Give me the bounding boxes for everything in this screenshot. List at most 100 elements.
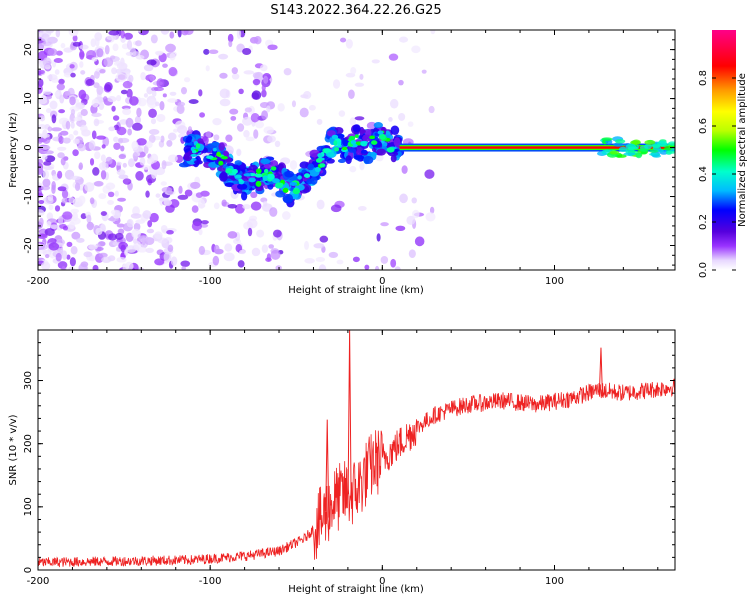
- carrier-spread: [644, 143, 652, 150]
- noise-blob: [117, 137, 124, 144]
- signal-core: [218, 160, 224, 166]
- signal-core: [275, 182, 284, 189]
- noise-blob: [102, 96, 108, 103]
- noise-blob: [231, 73, 240, 80]
- noise-blob: [146, 59, 157, 66]
- noise-blob: [304, 240, 310, 250]
- noise-blob: [263, 200, 268, 207]
- noise-blob: [272, 229, 282, 238]
- noise-blob: [98, 252, 108, 258]
- noise-blob: [261, 110, 269, 120]
- noise-blob: [411, 45, 421, 54]
- noise-blob: [228, 40, 233, 48]
- noise-blob: [47, 74, 58, 81]
- signal-blob: [263, 164, 272, 169]
- noise-blob: [103, 57, 114, 67]
- noise-blob: [60, 157, 66, 166]
- noise-blob: [399, 36, 409, 43]
- noise-blob: [251, 247, 261, 257]
- noise-blob: [191, 205, 199, 213]
- noise-blob: [118, 153, 127, 160]
- spectrogram-xlabel: Height of straight line (km): [288, 285, 424, 296]
- carrier-spread: [601, 137, 613, 142]
- noise-blob: [51, 127, 62, 132]
- noise-blob: [80, 70, 86, 75]
- noise-blob: [61, 189, 69, 199]
- noise-blob: [236, 148, 242, 157]
- carrier-spread: [664, 146, 672, 151]
- signal-blob: [241, 191, 248, 201]
- noise-blob: [313, 243, 325, 249]
- noise-blob: [65, 120, 71, 130]
- signal-core: [195, 143, 201, 149]
- noise-blob: [149, 75, 155, 82]
- noise-blob: [160, 135, 165, 143]
- noise-blob: [160, 30, 170, 35]
- noise-blob: [78, 263, 88, 270]
- noise-blob: [178, 185, 183, 194]
- noise-blob: [39, 133, 50, 138]
- noise-blob: [50, 224, 59, 230]
- noise-blob: [58, 109, 66, 114]
- carrier-core: [399, 146, 675, 149]
- noise-blob: [198, 228, 203, 236]
- noise-blob: [167, 132, 177, 141]
- noise-blob: [39, 145, 51, 150]
- noise-blob: [231, 67, 238, 75]
- noise-blob: [263, 75, 269, 84]
- signal-core: [234, 174, 242, 179]
- noise-blob: [66, 241, 73, 247]
- noise-blob: [116, 126, 127, 136]
- noise-blob: [91, 112, 102, 118]
- noise-blob: [268, 244, 275, 249]
- noise-blob: [47, 48, 58, 56]
- noise-blob: [371, 59, 380, 64]
- noise-blob: [91, 130, 97, 140]
- noise-blob: [72, 41, 81, 47]
- noise-blob: [147, 220, 153, 228]
- noise-blob: [99, 68, 106, 74]
- noise-blob: [303, 91, 312, 99]
- noise-blob: [156, 114, 166, 123]
- noise-blob: [242, 48, 252, 55]
- noise-blob: [83, 251, 93, 258]
- noise-blob: [239, 249, 246, 255]
- noise-blob: [114, 190, 119, 197]
- signal-core: [327, 151, 335, 157]
- x-tick-label-1: -100: [199, 576, 222, 587]
- noise-blob: [375, 154, 384, 162]
- noise-blob: [93, 118, 100, 127]
- signal-blob: [310, 176, 318, 185]
- carrier-spread: [613, 142, 624, 147]
- noise-blob: [159, 100, 165, 111]
- noise-blob: [161, 160, 167, 170]
- noise-blob: [58, 135, 64, 145]
- noise-blob: [128, 74, 134, 83]
- noise-blob: [125, 51, 134, 56]
- noise-blob: [107, 96, 117, 103]
- noise-blob: [63, 72, 73, 78]
- noise-blob: [205, 65, 210, 72]
- noise-blob: [208, 49, 219, 54]
- signal-blob: [220, 171, 228, 181]
- noise-blob: [154, 258, 165, 266]
- noise-blob: [184, 77, 191, 83]
- signal-core: [262, 175, 269, 182]
- noise-blob: [158, 197, 169, 202]
- noise-blob: [44, 228, 55, 236]
- colorbar-tick-label-2: 0.4: [698, 166, 709, 182]
- signal-blob: [326, 130, 336, 137]
- noise-blob: [66, 254, 71, 260]
- noise-blob: [212, 255, 220, 266]
- noise-blob: [134, 115, 141, 125]
- noise-blob: [203, 48, 210, 55]
- noise-blob: [308, 104, 316, 111]
- noise-blob: [112, 115, 120, 121]
- signal-blob: [352, 124, 361, 133]
- signal-core: [225, 167, 233, 174]
- noise-blob: [139, 157, 146, 166]
- noise-blob: [213, 202, 220, 210]
- noise-blob: [407, 121, 414, 127]
- signal-core: [270, 166, 277, 171]
- noise-blob: [153, 86, 164, 92]
